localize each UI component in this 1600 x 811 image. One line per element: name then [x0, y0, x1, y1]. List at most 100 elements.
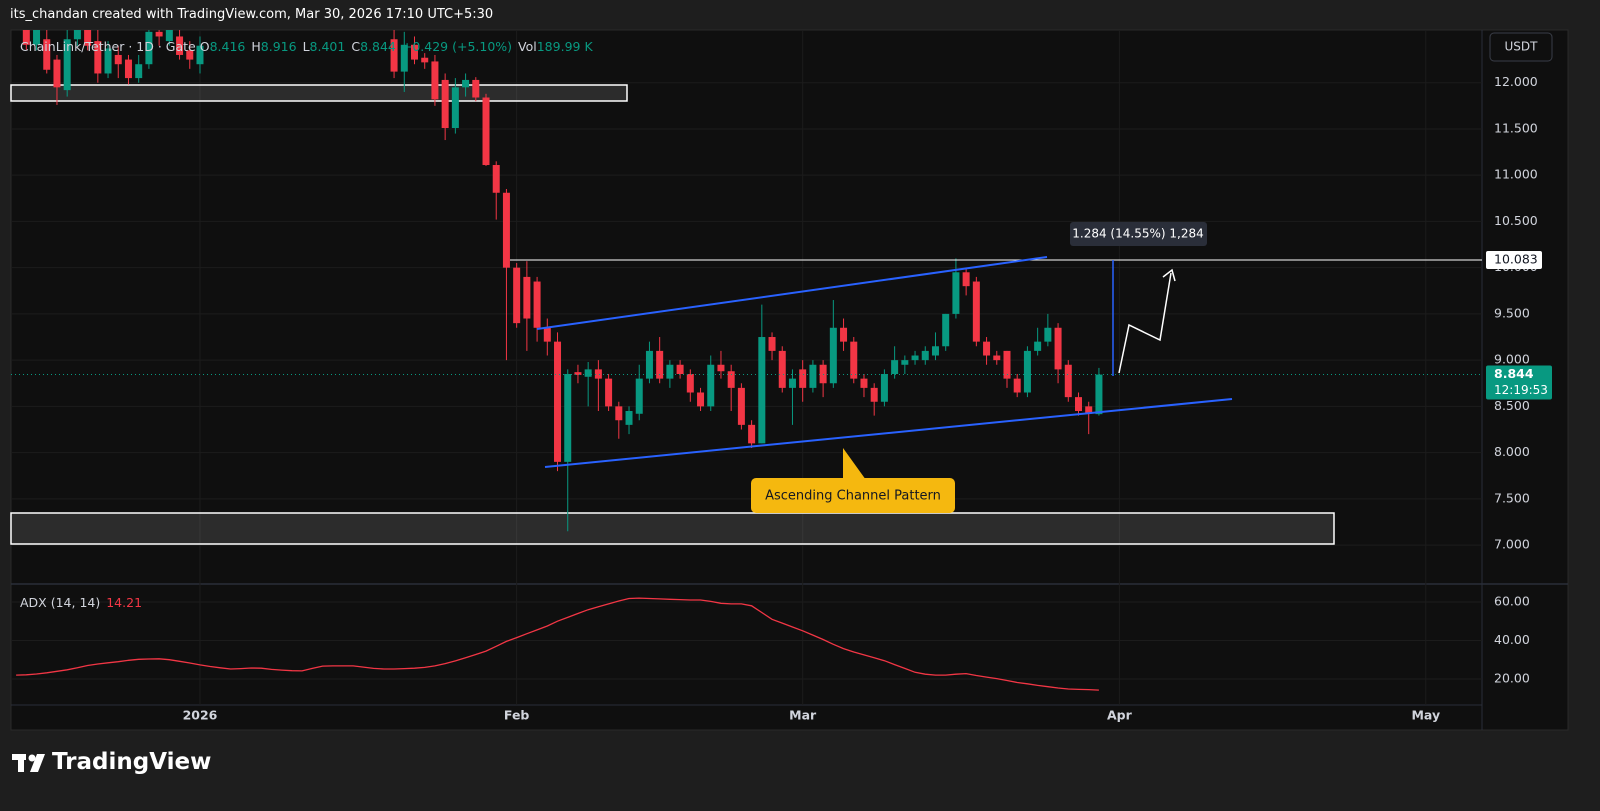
candle-body — [43, 39, 51, 70]
candle-body — [758, 337, 766, 444]
y-tick-label: 8.000 — [1494, 444, 1530, 459]
candle-body — [911, 355, 919, 361]
y-tick-label: 40.00 — [1494, 632, 1530, 647]
y-tick-label: 60.00 — [1494, 593, 1530, 608]
x-tick-label: 2026 — [183, 708, 218, 723]
y-tick-label: 12.000 — [1494, 74, 1538, 89]
candle-body — [451, 87, 459, 129]
callout-box — [751, 478, 955, 513]
y-tick-label: 10.500 — [1494, 213, 1538, 228]
candle-body — [186, 50, 194, 60]
x-tick-label: Mar — [789, 708, 817, 723]
y-tick-label: 20.00 — [1494, 670, 1530, 685]
candle-body — [676, 364, 684, 375]
last-price-box — [1486, 365, 1552, 400]
candles — [11, 30, 1482, 532]
symbol-legend: ChainLink/Tether · 1D · Gate O8.416 H8.91… — [20, 39, 599, 54]
resistance-zone — [10, 84, 628, 102]
candle-body — [196, 45, 204, 65]
candle-body — [850, 341, 858, 379]
drawings: 1.284 (14.55%) 1,284 Ascending Channel P… — [536, 222, 1233, 513]
candle-body — [84, 30, 92, 46]
candle-body — [176, 36, 184, 55]
candle-body — [1085, 406, 1093, 414]
adx-pane — [16, 597, 1099, 691]
candle-body — [829, 327, 837, 384]
grid — [11, 30, 1482, 705]
candle-body — [564, 374, 572, 462]
candle-body — [431, 61, 439, 100]
candle-body — [1044, 327, 1052, 342]
adx-line — [16, 597, 1099, 691]
logo-part — [30, 754, 45, 772]
candle-body — [697, 392, 705, 407]
last-price-label: 8.844 — [1494, 366, 1534, 381]
candle-body — [819, 364, 827, 384]
legend-value: 8.916 — [260, 39, 297, 54]
candle-body — [1013, 378, 1021, 393]
legend-value: 8.416 — [209, 39, 246, 54]
candle-body — [860, 378, 868, 388]
candle-body — [502, 192, 510, 268]
candle-body — [656, 350, 664, 379]
candle-body — [748, 424, 756, 444]
volume-key: Vol — [518, 39, 537, 54]
candle-body — [686, 374, 694, 393]
brand-logo — [12, 754, 45, 772]
price-level-label: 10.083 — [1494, 251, 1538, 266]
legend-key: H — [251, 39, 261, 54]
candle-body — [543, 327, 551, 342]
y-tick-label: 7.000 — [1494, 537, 1530, 552]
candle-body — [788, 378, 796, 388]
logo-part — [28, 754, 36, 762]
candle-body — [513, 267, 521, 324]
candle-body — [594, 369, 602, 379]
y-tick-label: 8.500 — [1494, 398, 1530, 413]
symbol: ChainLink/Tether · 1D · Gate — [20, 39, 196, 54]
candle-body — [799, 369, 807, 388]
currency-button[interactable] — [1489, 32, 1553, 62]
candle-body — [931, 346, 939, 356]
candle-body — [22, 30, 30, 45]
candle-body — [135, 64, 143, 79]
y-tick-label: 11.500 — [1494, 120, 1538, 135]
candle-body — [421, 57, 429, 63]
candle-body — [707, 364, 715, 407]
candle-body — [942, 313, 950, 347]
candle-body — [104, 48, 112, 74]
brand: TradingView — [52, 749, 212, 775]
candle-body — [1054, 327, 1062, 370]
candle-body — [482, 97, 490, 166]
header: its_chandan created with TradingView.com… — [10, 7, 494, 22]
x-tick-label: Feb — [504, 708, 530, 723]
candle-body — [94, 41, 102, 74]
candle-body — [1034, 341, 1042, 351]
candle-body — [962, 272, 970, 287]
candle-body — [523, 276, 531, 319]
candle-body — [870, 387, 878, 402]
arrow-head — [1162, 268, 1176, 282]
legend-value: 8.844 — [360, 39, 396, 54]
price-labels: 7.0007.5008.0008.5009.0009.50010.00010.5… — [183, 74, 1552, 723]
logo-part — [18, 754, 24, 772]
candle-body — [165, 30, 173, 42]
support-zone — [10, 512, 1335, 545]
callout-label: Ascending Channel Pattern — [765, 489, 941, 504]
y-tick-label: 7.500 — [1494, 490, 1530, 505]
candle-body — [411, 44, 419, 60]
candle-body — [73, 30, 81, 40]
candle-body — [124, 59, 132, 79]
volume-value: 189.99 K — [536, 39, 593, 54]
candle-body — [880, 374, 888, 402]
currency-label[interactable]: USDT — [1505, 40, 1539, 54]
candle-body — [952, 272, 960, 314]
legend-change: +0.429 (+5.10%) — [401, 39, 513, 54]
legend-key: L — [302, 39, 310, 54]
candle-body — [635, 378, 643, 414]
candle-body — [492, 165, 500, 193]
candle-body — [901, 360, 909, 365]
zones — [10, 84, 1335, 545]
candle-body — [809, 364, 817, 388]
indicator-name: ADX (14, 14) — [20, 595, 101, 610]
